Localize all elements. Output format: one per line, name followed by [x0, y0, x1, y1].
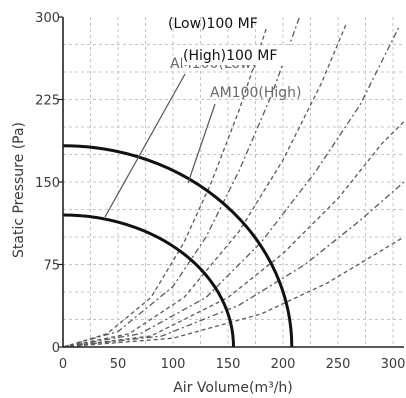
y-tick-label: 75 — [43, 259, 60, 274]
system-curves — [62, 16, 405, 348]
y-tick-label: 225 — [35, 94, 60, 109]
system-curve — [62, 22, 348, 348]
annotation-backing — [182, 45, 300, 65]
y-tick-label: 300 — [35, 11, 60, 26]
leader-line-high — [187, 103, 216, 184]
system-curve — [62, 121, 405, 348]
system-curve — [62, 181, 405, 348]
leader-line-low — [104, 73, 186, 218]
y-tick-label: 0 — [52, 341, 60, 356]
x-tick-label: 50 — [110, 357, 127, 372]
x-tick-label: 100 — [161, 357, 186, 372]
annotation-low-mf: (Low)100 MF — [168, 16, 258, 32]
fan-curve-high — [62, 144, 294, 348]
annotation-am-high: AM100(High) — [210, 85, 301, 101]
x-tick-label: 200 — [271, 357, 296, 372]
fan-curves — [62, 144, 294, 348]
x-tick-label: 300 — [381, 357, 406, 372]
fan-curve-low — [62, 213, 235, 348]
annotation-high-mf: (High)100 MF — [183, 48, 277, 64]
system-curve — [62, 16, 301, 348]
tick-labels: 0 50 100 150 200 250 300 0 75 150 225 300 — [35, 11, 405, 372]
y-tick-label: 150 — [35, 176, 60, 191]
annotation-leaders — [104, 73, 216, 218]
x-tick-label: 150 — [216, 357, 241, 372]
x-tick-label: 250 — [326, 357, 351, 372]
y-axis-title: Static Pressure (Pa) — [11, 122, 27, 258]
grid — [63, 17, 404, 347]
system-curve — [62, 27, 268, 348]
x-axis-title: Air Volume(m³/h) — [173, 380, 293, 396]
system-curve — [62, 236, 405, 348]
x-tick-label: 0 — [59, 357, 67, 372]
